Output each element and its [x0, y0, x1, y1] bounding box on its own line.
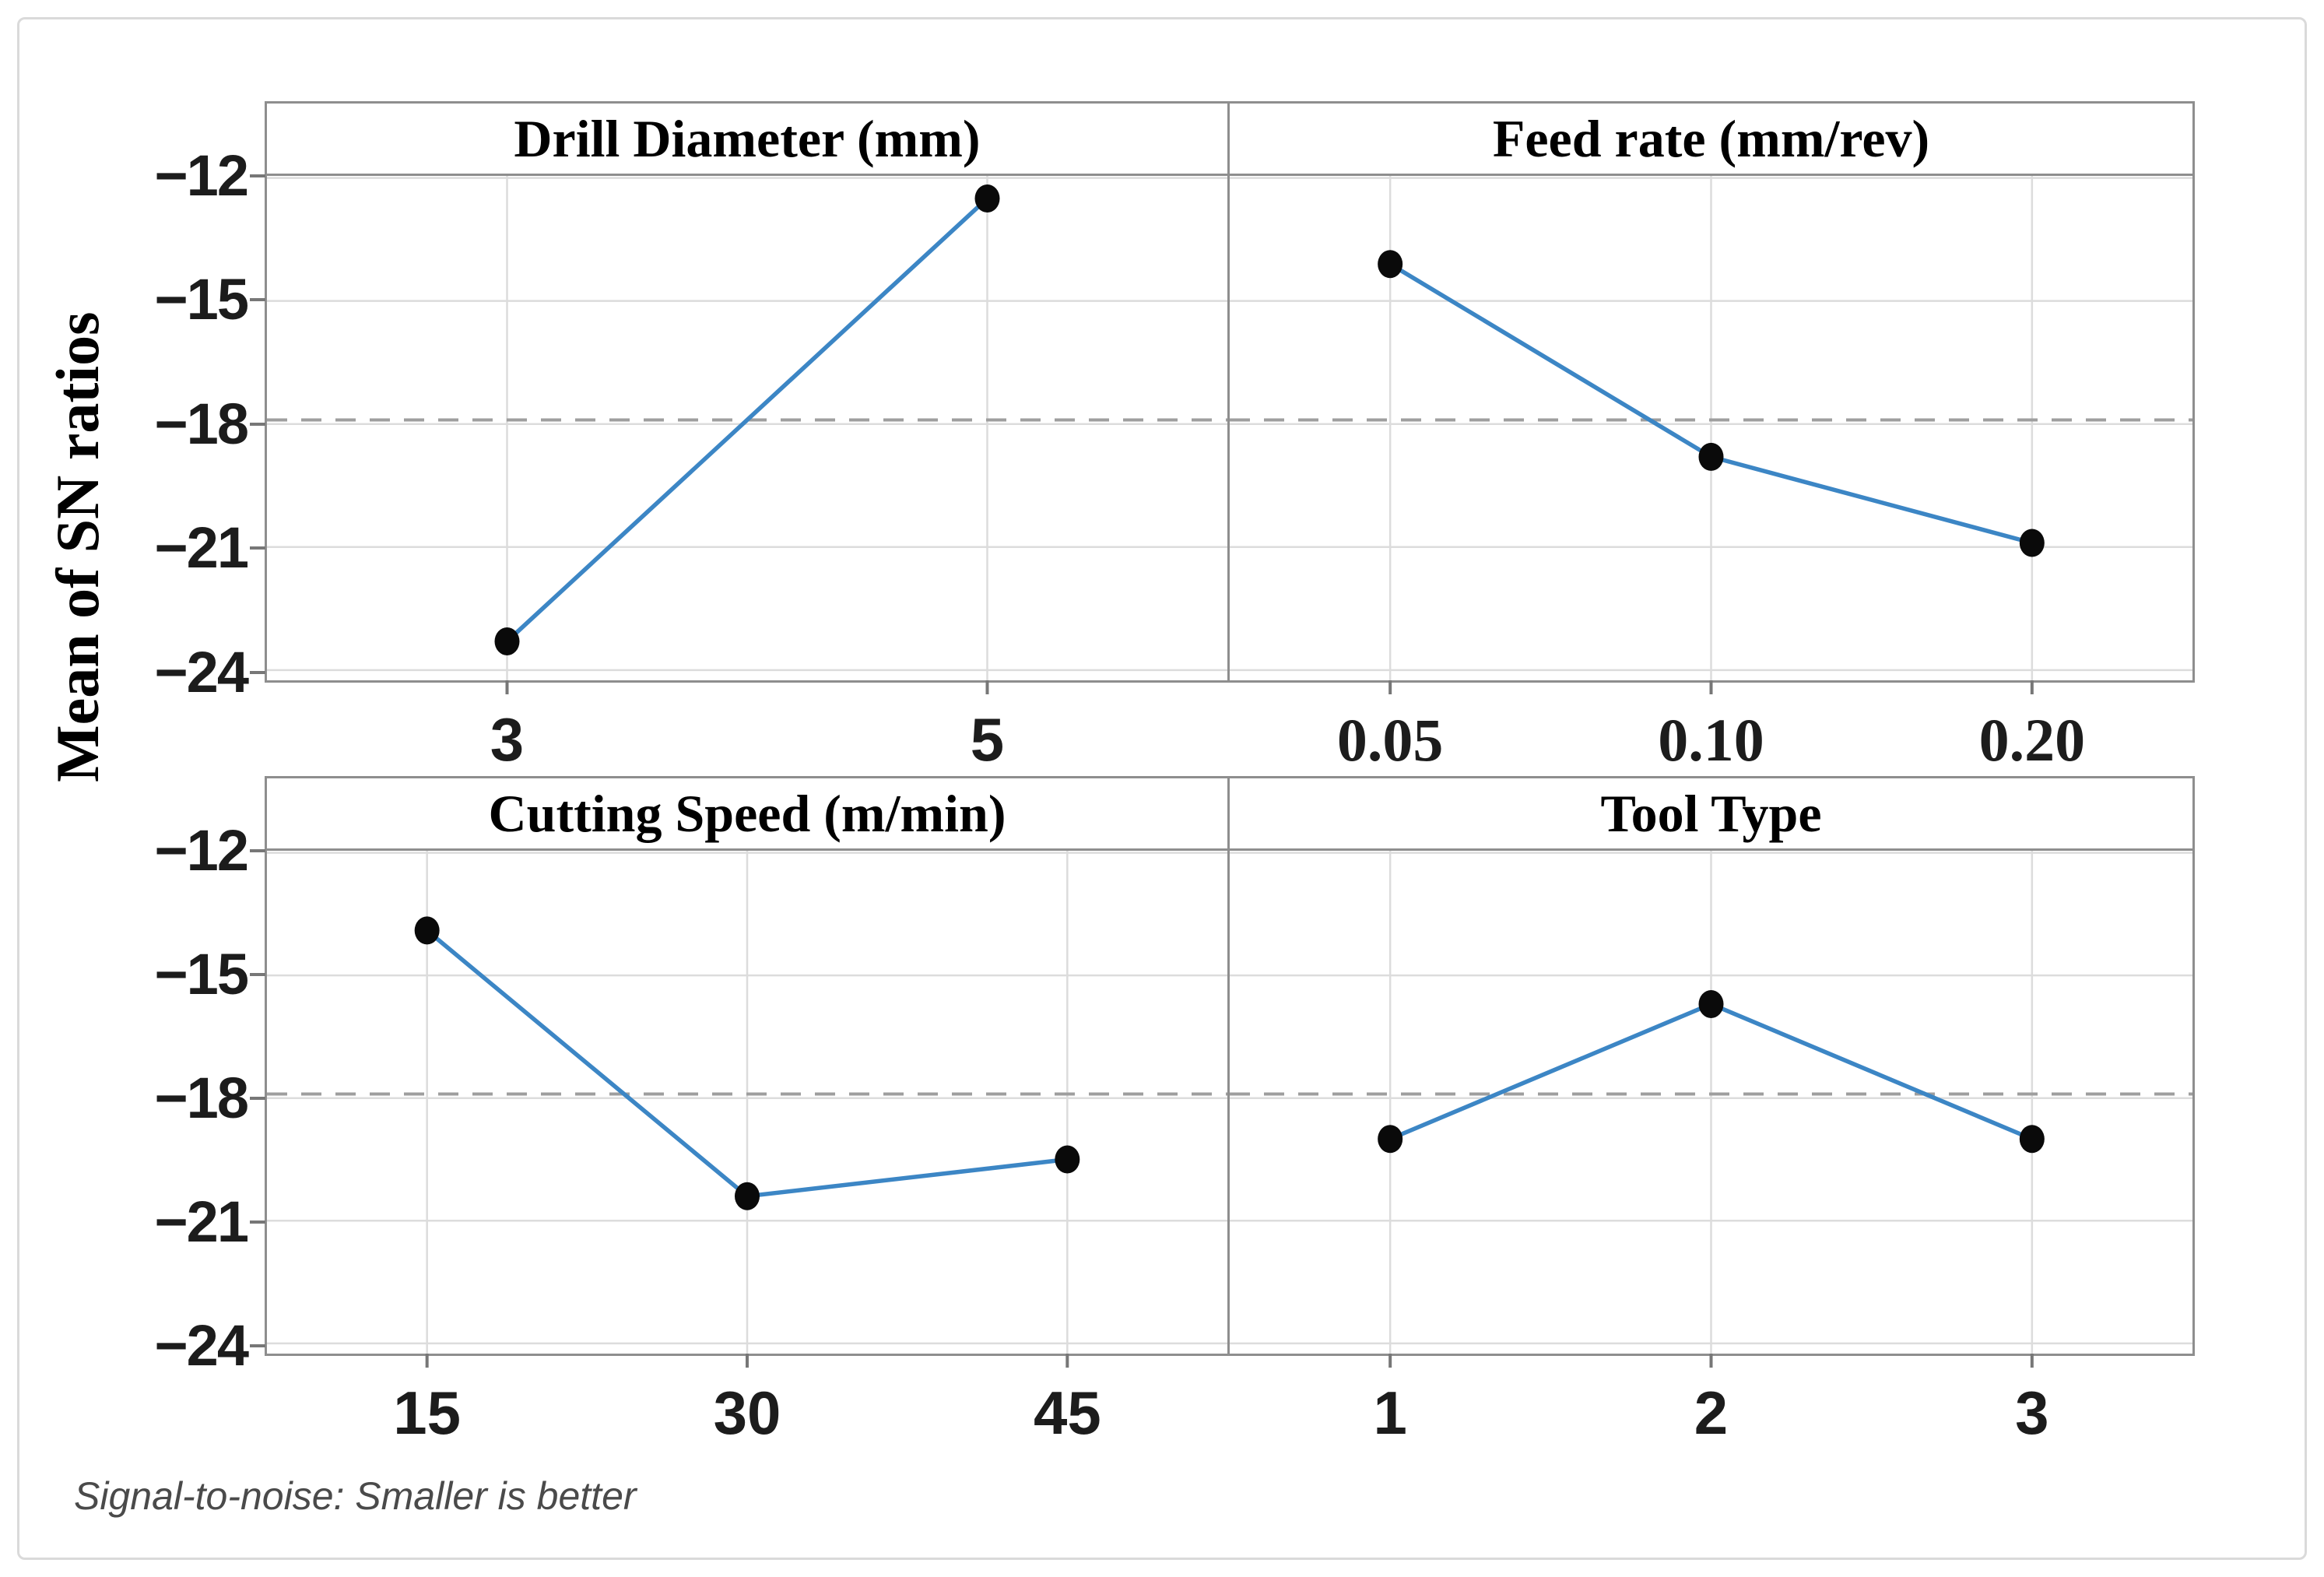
y-axis-tick-label: −21: [154, 515, 249, 581]
y-axis-tick: [250, 298, 265, 302]
panel-title: Cutting Speed (m/min): [488, 783, 1006, 843]
y-axis-tick: [250, 1220, 265, 1224]
x-axis-tick-label: 1: [1373, 1379, 1406, 1447]
data-point: [1055, 1145, 1080, 1174]
x-axis-tick-label: 0.05: [1337, 706, 1444, 774]
x-axis-tick-label: 5: [971, 705, 1004, 774]
y-axis-tick-label: −12: [154, 142, 249, 208]
plot-area-feed-rate: 0.05 0.10 0.20: [1230, 176, 2192, 774]
panel-title-band: Feed rate (mm/rev): [1230, 104, 2192, 176]
data-point: [414, 916, 440, 945]
panel-cutting-speed: Cutting Speed (m/min) 15 30 45: [265, 776, 1230, 1447]
y-axis-tick-label: −21: [154, 1189, 249, 1254]
y-axis-tick-label: −24: [154, 1312, 249, 1378]
y-axis-tick: [250, 972, 265, 976]
series-line: [505, 196, 989, 643]
x-axis-tick-label: 15: [393, 1379, 461, 1447]
y-axis-tick-label: −18: [154, 391, 249, 456]
x-axis-tick-label: 45: [1034, 1379, 1101, 1447]
plot-area-tool-type: 1 2 3: [1230, 851, 2192, 1447]
x-axis-tick-label: 3: [490, 705, 524, 774]
y-axis-tick: [250, 670, 265, 674]
y-axis-tick-label: −15: [154, 941, 249, 1006]
data-point: [735, 1182, 760, 1210]
x-axis-tick-label: 30: [714, 1379, 781, 1447]
panel-title: Tool Type: [1600, 783, 1822, 843]
y-axis-tick-label: −12: [154, 817, 249, 883]
x-axis-tick-label: 2: [1694, 1379, 1728, 1447]
y-axis-tick-label: −24: [154, 639, 249, 704]
data-point: [2019, 529, 2045, 557]
y-axis-tick: [250, 1343, 265, 1347]
x-axis-tick-label: 0.10: [1658, 706, 1764, 774]
y-axis-tick: [250, 422, 265, 426]
y-axis-tick: [250, 848, 265, 852]
data-point: [1378, 1125, 1403, 1154]
panel-title-band: Drill Diameter (mm): [267, 104, 1227, 176]
x-axis-tick-label: 0.20: [1979, 706, 2086, 774]
data-point: [974, 184, 1000, 212]
x-axis-tick-label: 3: [2015, 1379, 2048, 1447]
y-axis-tick: [250, 174, 265, 177]
panel-title-band: Cutting Speed (m/min): [267, 778, 1227, 851]
y-axis-tick-label: −18: [154, 1065, 249, 1130]
data-point: [1698, 442, 1724, 471]
panel-tool-type: Tool Type 1 2 3: [1230, 776, 2195, 1447]
data-point: [1698, 989, 1724, 1018]
y-axis-tick: [250, 546, 265, 550]
data-point: [2019, 1125, 2045, 1154]
plot-area-cutting-speed: 15 30 45: [267, 851, 1227, 1447]
panel-feed-rate: Feed rate (mm/rev) 0.05 0.10 0.20: [1230, 101, 2195, 774]
panel-title-band: Tool Type: [1230, 778, 2192, 851]
y-axis-tick: [250, 1096, 265, 1100]
data-point: [1378, 250, 1403, 279]
panel-title: Feed rate (mm/rev): [1492, 108, 1930, 168]
footer-note: Signal-to-noise: Smaller is better: [74, 1474, 637, 1518]
panel-title: Drill Diameter (mm): [514, 108, 981, 168]
y-axis-tick-label: −15: [154, 267, 249, 332]
data-point: [494, 627, 520, 655]
